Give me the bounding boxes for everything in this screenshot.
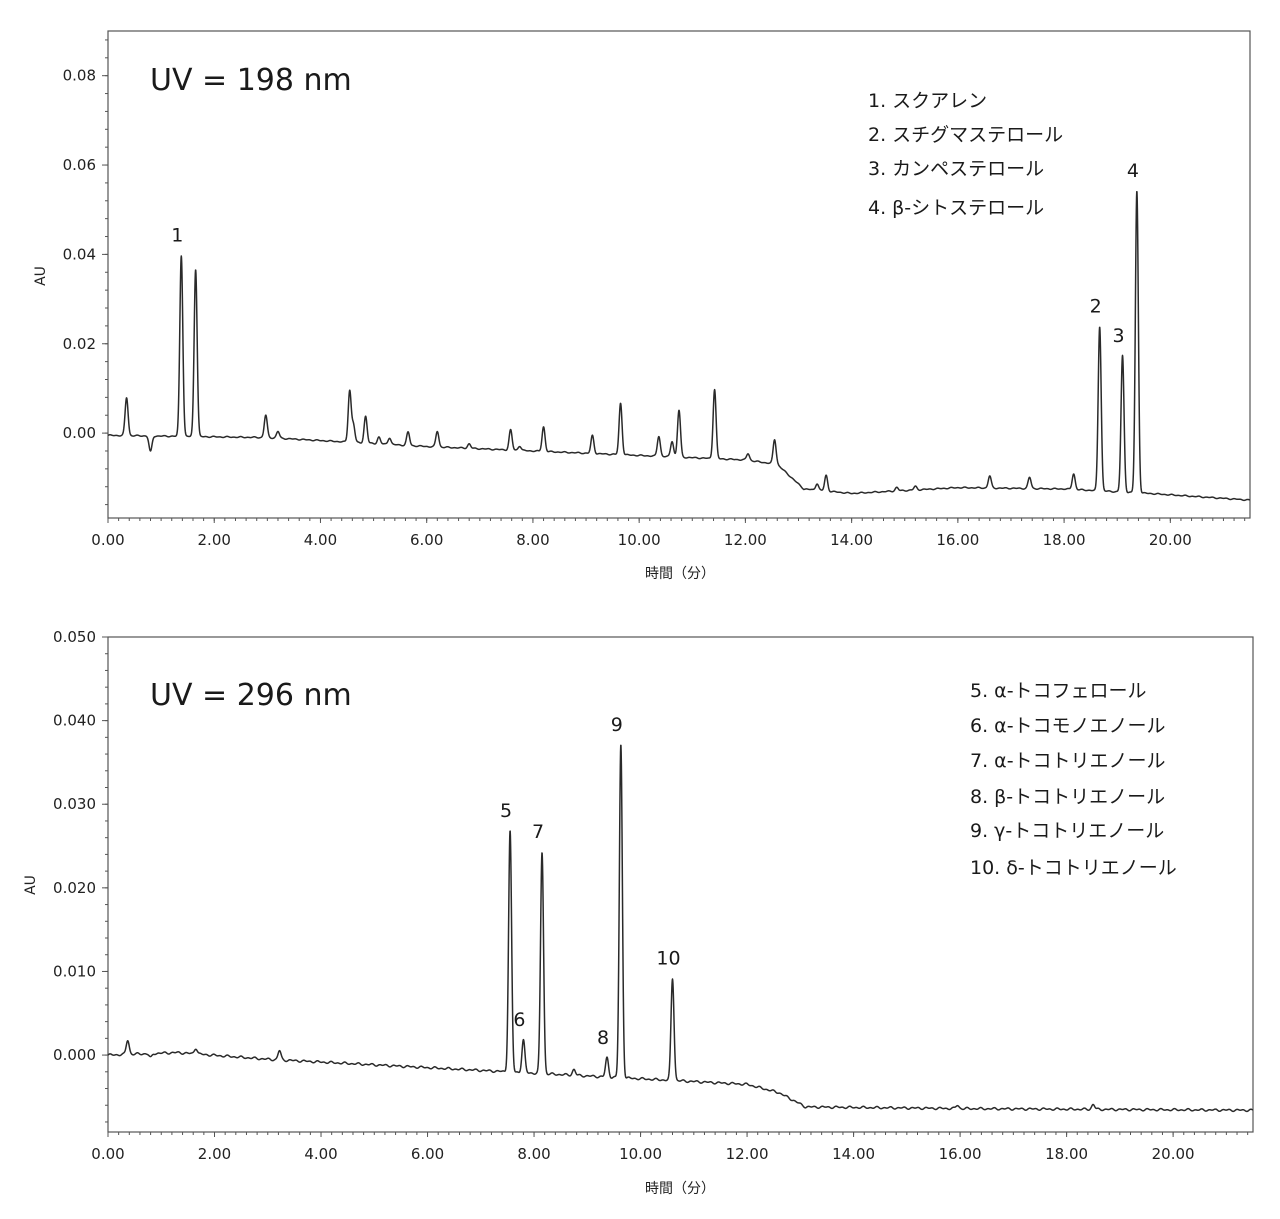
plot-frame-296nm xyxy=(107,636,1254,1133)
peak-label-8: 8 xyxy=(597,1027,609,1049)
peak-label-3: 3 xyxy=(1112,325,1124,347)
peak-labels-198nm: 1 23 4 xyxy=(171,160,1139,347)
legend-item-3: 3. カンペステロール xyxy=(868,158,1044,180)
chart-296nm: 0.00 2.00 4.00 6.00 8.00 10.00 12.00 14.00 16.00… xyxy=(23,628,1254,1197)
x-tick-label-296nm: 4.00 xyxy=(304,1145,337,1163)
y-tick-label-198nm: 0.02 xyxy=(63,335,96,353)
x-tick-label-198nm: 14.00 xyxy=(830,531,873,549)
x-tick-label-296nm: 12.00 xyxy=(726,1145,769,1163)
trace-296nm xyxy=(107,744,1254,1113)
legend-item-7: 7. α-トコトリエノール xyxy=(970,750,1166,772)
y-tick-label-198nm: 0.00 xyxy=(63,424,96,442)
x-tick-label-198nm: 20.00 xyxy=(1149,531,1192,549)
chart-title-198nm: UV = 198 nm xyxy=(150,63,352,98)
peak-label-10: 10 xyxy=(656,947,680,969)
legend-item-9: 9. γ-トコトリエノール xyxy=(970,820,1164,842)
x-tick-label-198nm: 18.00 xyxy=(1043,531,1086,549)
x-tick-label-296nm: 10.00 xyxy=(619,1145,662,1163)
legend-item-5: 5. α-トコフェロール xyxy=(970,680,1147,702)
legend-item-6: 6. α-トコモノエノール xyxy=(970,715,1166,737)
y-axis-296nm: 0.000 0.010 0.020 0.030 0.040 0.050 xyxy=(53,628,108,1123)
x-tick-label-296nm: 20.00 xyxy=(1152,1145,1195,1163)
y-tick-label-296nm: 0.000 xyxy=(53,1046,96,1064)
plot-frame-198nm xyxy=(107,30,1251,519)
x-axis-title-296nm: 時間（分） xyxy=(645,1181,715,1197)
chart-198nm: 0.00 2.00 4.00 6.00 8.00 10.00 12.00 14.00 16.00… xyxy=(33,30,1251,582)
peak-label-5: 5 xyxy=(500,800,512,822)
x-tick-label-296nm: 6.00 xyxy=(411,1145,444,1163)
y-tick-label-296nm: 0.010 xyxy=(53,962,96,980)
peak-label-7: 7 xyxy=(532,821,544,843)
peak-label-1: 1 xyxy=(171,224,183,246)
chart-title-296nm: UV = 296 nm xyxy=(150,678,352,713)
x-tick-label-198nm: 0.00 xyxy=(91,531,124,549)
y-tick-label-296nm: 0.030 xyxy=(53,795,96,813)
peak-labels-296nm: 5 6 7 8 9 10 xyxy=(500,714,681,1049)
x-tick-label-198nm: 4.00 xyxy=(304,531,337,549)
x-tick-label-296nm: 14.00 xyxy=(832,1145,875,1163)
y-tick-label-296nm: 0.040 xyxy=(53,712,96,730)
trace-198nm xyxy=(107,190,1251,502)
x-tick-label-198nm: 16.00 xyxy=(936,531,979,549)
legend-296nm: 5. α-トコフェロール 6. α-トコモノエノール 7. α-トコトリエノール… xyxy=(970,680,1177,879)
peak-label-9: 9 xyxy=(611,714,623,736)
x-tick-label-198nm: 8.00 xyxy=(516,531,549,549)
y-tick-label-198nm: 0.06 xyxy=(63,156,96,174)
y-tick-label-296nm: 0.050 xyxy=(53,628,96,646)
x-tick-label-198nm: 2.00 xyxy=(198,531,231,549)
legend-item-4: 4. β-シトステロール xyxy=(868,197,1044,219)
x-tick-label-296nm: 18.00 xyxy=(1045,1145,1088,1163)
x-tick-label-296nm: 2.00 xyxy=(198,1145,231,1163)
x-tick-label-296nm: 0.00 xyxy=(91,1145,124,1163)
x-tick-label-198nm: 6.00 xyxy=(410,531,443,549)
peak-label-6: 6 xyxy=(513,1009,525,1031)
y-tick-label-198nm: 0.04 xyxy=(63,245,96,263)
legend-item-8: 8. β-トコトリエノール xyxy=(970,786,1165,808)
x-axis-title-198nm: 時間（分） xyxy=(645,566,715,582)
x-tick-label-296nm: 8.00 xyxy=(517,1145,550,1163)
x-tick-label-296nm: 16.00 xyxy=(939,1145,982,1163)
legend-item-2: 2. スチグマステロール xyxy=(868,124,1063,146)
y-axis-198nm: 0.00 0.02 0.04 0.06 0.08 xyxy=(63,39,108,506)
peak-label-2: 2 xyxy=(1090,295,1102,317)
legend-198nm: 1. スクアレン 2. スチグマステロール 3. カンペステロール 4. β-シ… xyxy=(868,90,1063,219)
x-axis-296nm: 0.00 2.00 4.00 6.00 8.00 10.00 12.00 14.00 16.00… xyxy=(91,1132,1249,1163)
legend-item-1: 1. スクアレン xyxy=(868,90,987,112)
x-axis-198nm: 0.00 2.00 4.00 6.00 8.00 10.00 12.00 14.00 16.00… xyxy=(91,518,1246,549)
x-tick-label-198nm: 12.00 xyxy=(724,531,767,549)
y-tick-label-296nm: 0.020 xyxy=(53,879,96,897)
legend-item-10: 10. δ-トコトリエノール xyxy=(970,857,1177,879)
y-axis-title-296nm: AU xyxy=(23,875,39,895)
y-axis-title-198nm: AU xyxy=(33,266,49,286)
y-tick-label-198nm: 0.08 xyxy=(63,67,96,85)
peak-label-4: 4 xyxy=(1127,160,1139,182)
x-tick-label-198nm: 10.00 xyxy=(618,531,661,549)
